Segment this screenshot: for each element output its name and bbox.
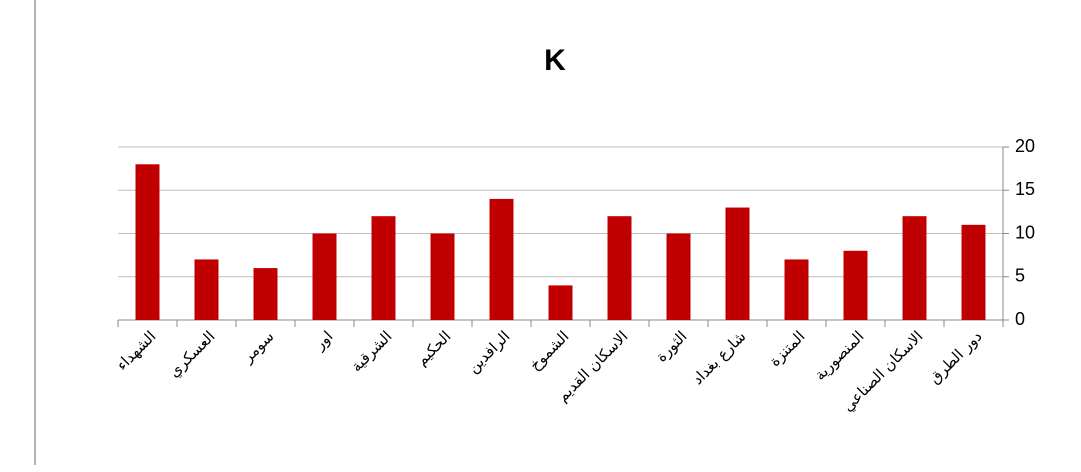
- bar: [725, 207, 750, 320]
- x-tick-label: الحكيم: [413, 327, 455, 369]
- y-tick-label: 15: [1015, 179, 1035, 199]
- x-tick-label: الشرقية: [347, 327, 395, 375]
- y-tick-label: 5: [1015, 266, 1025, 286]
- bar: [784, 259, 809, 320]
- x-tick-label: الشهداء: [113, 327, 160, 374]
- bar: [961, 224, 986, 320]
- bar: [666, 233, 691, 320]
- x-tick-label: سومر: [238, 327, 277, 366]
- bar: [194, 259, 219, 320]
- bar: [312, 233, 337, 320]
- x-tick-label: المنصورية: [811, 327, 868, 384]
- x-tick-label: الشموخ: [526, 327, 573, 374]
- bar: [430, 233, 455, 320]
- x-tick-label: الرافدين: [464, 327, 513, 376]
- y-tick-label: 0: [1015, 309, 1025, 329]
- bar: [489, 198, 514, 320]
- x-tick-label: شارع بغداد: [689, 327, 750, 388]
- x-tick-label: الثورة: [652, 327, 690, 365]
- bar: [371, 216, 396, 320]
- x-tick-label: العسكري: [165, 327, 219, 381]
- bar: [135, 164, 160, 320]
- y-tick-label: 20: [1015, 136, 1035, 156]
- x-tick-label: اور: [310, 327, 337, 354]
- chart-title: K: [544, 44, 566, 77]
- bar: [902, 216, 927, 320]
- bar: [607, 216, 632, 320]
- x-tick-label: المتنزة: [766, 327, 809, 370]
- bar: [548, 285, 573, 320]
- bar: [253, 268, 278, 320]
- bar: [843, 250, 868, 320]
- y-tick-label: 10: [1015, 222, 1035, 242]
- x-tick-label: دور الطرق: [925, 327, 985, 387]
